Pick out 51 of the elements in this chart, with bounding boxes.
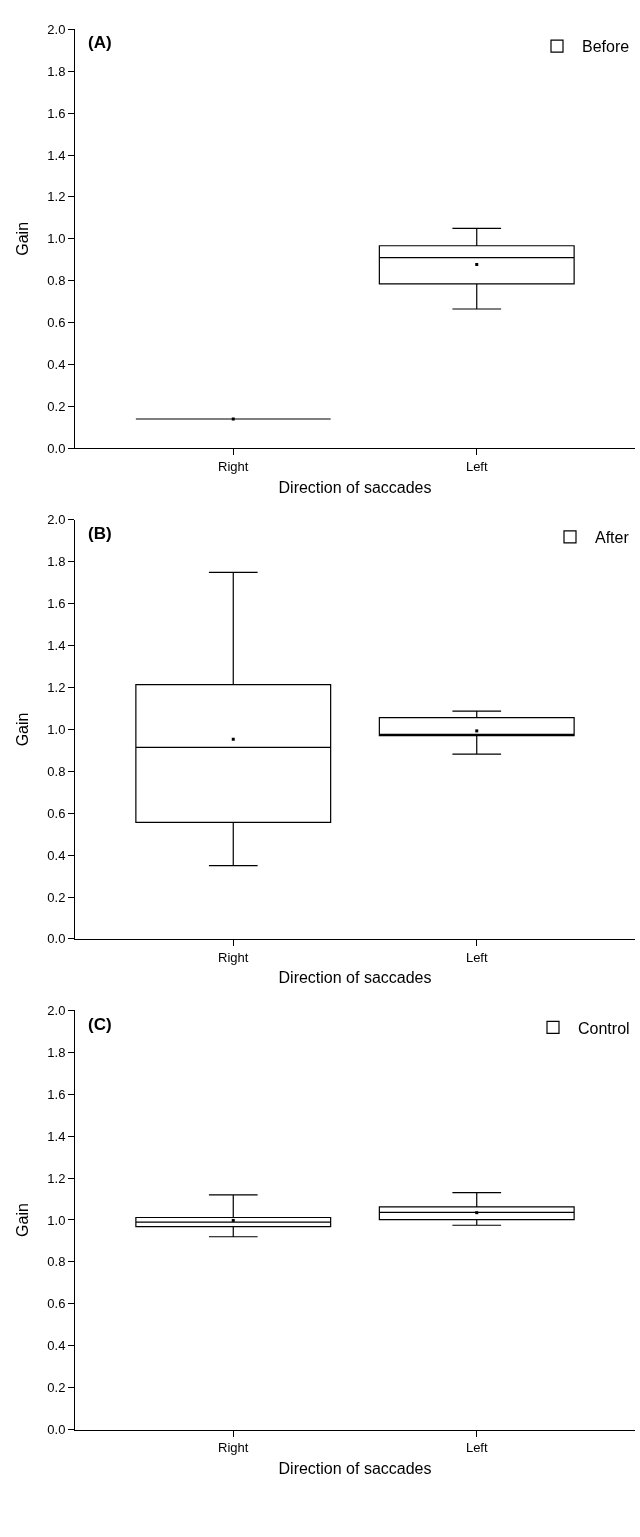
chart-title: (B): [88, 524, 112, 543]
y-tick-label: 0.2: [47, 1380, 66, 1396]
y-tick-label: 1.6: [47, 105, 66, 121]
y-tick-label: 0.0: [47, 1422, 66, 1438]
y-tick-label: 1.6: [47, 1086, 66, 1102]
chart-title: (C): [88, 1015, 112, 1034]
y-tick-label: 0.8: [47, 1254, 66, 1270]
y-tick-label: 1.4: [47, 638, 66, 654]
y-axis-title: Gain: [14, 712, 32, 747]
y-tick-label: 1.2: [47, 1170, 66, 1186]
y-tick-label: 0.6: [47, 805, 66, 821]
y-tick-label: 0.0: [47, 931, 66, 947]
y-tick-label: 0.0: [47, 440, 66, 456]
y-tick-label: 1.8: [47, 554, 66, 570]
y-axis-title: Gain: [14, 1203, 32, 1237]
x-tick-label: Left: [465, 458, 488, 474]
y-tick-label: 1.8: [47, 63, 66, 79]
y-tick-label: 0.8: [47, 273, 66, 289]
x-tick-label: Right: [218, 949, 249, 965]
y-tick-label: 1.0: [47, 231, 66, 247]
y-tick-label: 1.0: [47, 721, 66, 737]
chart-title: (A): [88, 33, 112, 52]
y-tick-label: 1.0: [47, 1212, 66, 1228]
y-tick-label: 0.4: [47, 357, 66, 373]
y-tick-label: 1.2: [47, 189, 66, 205]
y-axis-title: Gain: [14, 221, 32, 256]
y-tick-label: 0.6: [47, 1296, 66, 1312]
y-tick-label: 2.0: [47, 21, 66, 37]
y-tick-label: 2.0: [47, 1003, 66, 1019]
x-tick-label: Right: [218, 1440, 249, 1456]
y-tick-label: 1.8: [47, 1044, 66, 1060]
y-tick-label: 0.2: [47, 889, 66, 905]
x-axis-title: Direction of saccades: [278, 969, 432, 987]
y-tick-label: 0.6: [47, 315, 66, 331]
y-tick-label: 0.8: [47, 763, 66, 779]
y-tick-label: 0.4: [47, 847, 66, 863]
legend-label: Before: [582, 38, 630, 56]
x-tick-label: Left: [465, 949, 488, 965]
y-tick-label: 1.4: [47, 1128, 66, 1144]
y-tick-label: 2.0: [47, 512, 66, 528]
x-tick-label: Right: [218, 458, 249, 474]
legend-label: Control: [578, 1019, 630, 1037]
x-axis-title: Direction of saccades: [278, 1459, 432, 1477]
y-tick-label: 1.6: [47, 596, 66, 612]
y-tick-label: 0.2: [47, 398, 66, 414]
y-tick-label: 1.2: [47, 680, 66, 696]
x-tick-label: Left: [465, 1440, 488, 1456]
y-tick-label: 0.4: [47, 1338, 66, 1354]
y-tick-label: 1.4: [47, 147, 66, 163]
x-axis-title: Direction of saccades: [278, 478, 432, 496]
legend-label: After: [595, 529, 630, 547]
